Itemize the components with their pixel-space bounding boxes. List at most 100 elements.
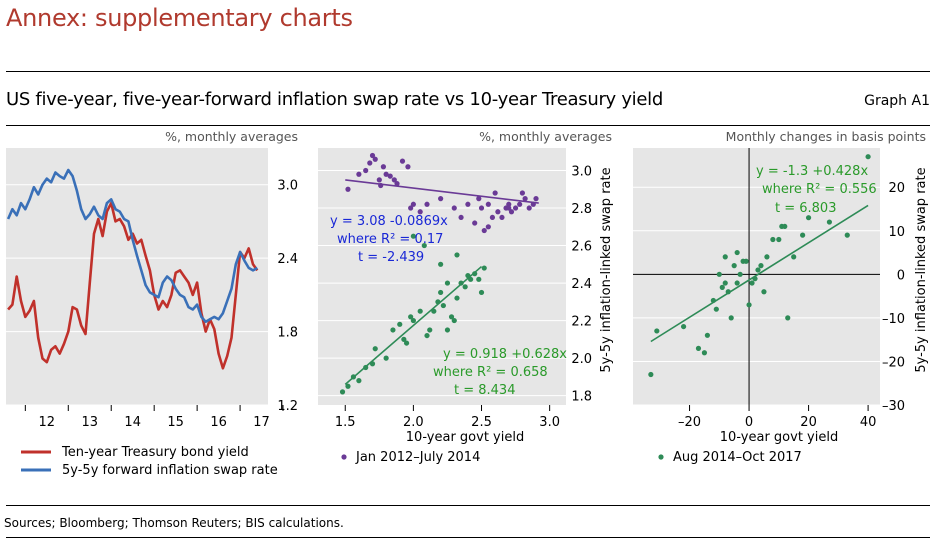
panel-3-data-point [710, 297, 716, 304]
top-rule [6, 71, 930, 72]
panel-3-x-tick-label: –20 [678, 415, 701, 430]
panel-3-regression-label: where R² = 0.556 [762, 182, 877, 197]
panel-1-unit-label: %, monthly averages [165, 129, 298, 144]
purple-data-point [485, 201, 491, 207]
panel-3-data-point [782, 223, 788, 230]
panel-3-y-tick-label: –20 [882, 355, 905, 370]
panel-3-x-tick-label: 0 [745, 415, 753, 430]
panel-3-ylabel: 5y-5y inflation-linked swap rate [914, 167, 929, 372]
green-data-point [421, 242, 427, 249]
green-regression-label: t = 8.434 [454, 383, 515, 398]
purple-data-point [485, 224, 491, 230]
purple-data-point [410, 201, 416, 207]
purple-data-point [458, 214, 464, 221]
panel-3-data-point [734, 249, 740, 256]
purple-data-point [378, 182, 384, 189]
panel-3-data-point [755, 267, 761, 273]
purple-data-point [530, 201, 536, 207]
panel-3-data-point [731, 263, 737, 269]
purple-data-point [438, 196, 444, 202]
purple-data-point [472, 220, 478, 226]
green-data-point [390, 327, 396, 333]
legend-treasury-label: Ten-year Treasury bond yield [61, 445, 249, 460]
green-data-point [478, 289, 485, 296]
panel-3-data-point [704, 332, 710, 338]
purple-data-point [405, 164, 411, 170]
sources-note: Sources; Bloomberg; Thomson Reuters; BIS… [4, 516, 344, 530]
green-data-point [410, 317, 416, 324]
panel-2-y-tick-label: 2.0 [571, 352, 592, 367]
panel-3-data-point [743, 258, 749, 264]
purple-data-point [356, 171, 362, 177]
panel-3-data-point [722, 254, 728, 260]
panel-3-data-point [865, 154, 871, 160]
legend-swap-label: 5y-5y forward inflation swap rate [62, 463, 278, 478]
purple-data-point [526, 205, 532, 211]
green-data-point [403, 340, 410, 346]
panel-3-y-tick-label: 20 [888, 181, 905, 196]
purple-data-point [522, 196, 528, 202]
panel-2-y-tick-label: 2.8 [571, 202, 592, 217]
panel-3-x-tick-label: 20 [800, 415, 817, 430]
panel-3-data-point [725, 289, 731, 295]
green-data-point [350, 374, 357, 380]
panel-3-fit-line [650, 204, 869, 343]
green-data-point [427, 327, 433, 333]
green-data-point [438, 289, 444, 296]
green-data-point [369, 361, 376, 367]
purple-data-point [506, 205, 512, 211]
panel-3-data-point [654, 328, 660, 334]
purple-data-point [383, 171, 389, 177]
panel-3-data-point [805, 215, 812, 221]
panel-1-y-tick-label: 1.8 [277, 326, 298, 341]
purple-data-point [417, 209, 423, 215]
green-data-point [451, 317, 457, 324]
purple-data-point [363, 167, 369, 174]
purple-data-point [465, 201, 471, 207]
panel-3-background [633, 148, 880, 405]
panel-1-x-tick-label: 14 [124, 415, 141, 430]
green-data-point [444, 327, 451, 333]
green-data-point [397, 321, 403, 327]
purple-data-point [506, 201, 512, 207]
panel-2-x-tick-label: 2.0 [403, 415, 424, 430]
panel-3-data-point [752, 276, 758, 282]
legend-purple-label: Jan 2012–July 2014 [355, 450, 480, 465]
bottom-rule [6, 537, 930, 538]
panel-2-ylabel: 5y-5y inflation-linked swap rate [599, 167, 614, 372]
green-data-point [401, 336, 407, 342]
purple-data-point [408, 205, 414, 211]
legend-purple-marker [341, 454, 347, 460]
purple-data-point [367, 160, 373, 166]
purple-data-point [391, 177, 397, 183]
legend-green-marker [658, 454, 664, 460]
panel-3-data-point [701, 350, 708, 356]
green-data-point [410, 233, 416, 239]
panel-2-y-tick-label: 2.6 [571, 240, 592, 255]
purple-data-point [512, 205, 519, 211]
panel-1-y-tick-label: 2.4 [277, 252, 298, 267]
panel-3-data-point [648, 371, 654, 378]
purple-data-point [508, 209, 515, 215]
panel-3-data-point [719, 284, 725, 290]
green-data-point [431, 308, 437, 314]
panel-3-data-point [713, 306, 719, 312]
green-data-point [383, 355, 389, 361]
panel-3-y-tick-label: –10 [882, 312, 905, 327]
panel-2-y-tick-label: 2.4 [571, 277, 592, 292]
green-data-point [472, 271, 478, 277]
panel-3-data-point [716, 271, 722, 277]
graph-id: Graph A1 [864, 93, 930, 109]
panel-2-y-tick-label: 1.8 [571, 390, 592, 405]
purple-regression-label: where R² = 0.17 [337, 232, 443, 247]
panel-3-data-point [728, 315, 734, 321]
panel-3-data-point [776, 236, 782, 243]
green-regression-label: y = 0.918 +0.628x [443, 347, 567, 362]
purple-data-point [369, 152, 376, 159]
green-data-point [363, 364, 369, 371]
green-data-point [448, 314, 455, 320]
purple-fit-line [345, 179, 539, 204]
panel-2-x-tick-label: 3.0 [539, 415, 560, 430]
panel-1-y-tick-label: 3.0 [277, 179, 298, 194]
